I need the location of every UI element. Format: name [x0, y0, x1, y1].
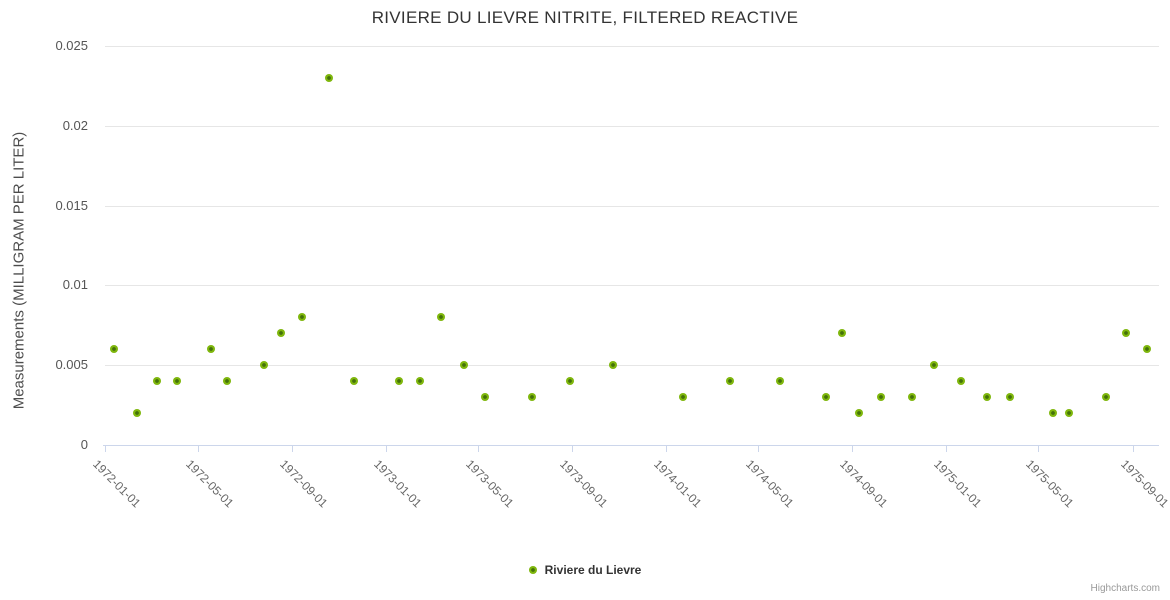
y-gridline	[105, 46, 1159, 47]
y-axis-tick-label: 0.02	[62, 118, 88, 133]
x-axis-tick	[572, 446, 573, 452]
data-point[interactable]	[350, 377, 358, 385]
data-point[interactable]	[133, 409, 141, 417]
data-point[interactable]	[609, 361, 617, 369]
data-point[interactable]	[855, 409, 863, 417]
y-axis-tick-label: 0.015	[55, 198, 88, 213]
x-axis-tick	[852, 446, 853, 452]
x-axis-tick-label: 1973-01-01	[371, 457, 425, 511]
data-point[interactable]	[1143, 345, 1151, 353]
x-axis-tick-label: 1974-09-01	[837, 457, 891, 511]
data-point[interactable]	[679, 393, 687, 401]
data-point[interactable]	[838, 329, 846, 337]
data-point[interactable]	[1102, 393, 1110, 401]
data-point[interactable]	[726, 377, 734, 385]
x-axis-tick-label: 1975-01-01	[931, 457, 985, 511]
data-point[interactable]	[223, 377, 231, 385]
data-point[interactable]	[481, 393, 489, 401]
x-axis-tick-label: 1975-05-01	[1023, 457, 1077, 511]
y-axis-tick-label: 0.025	[55, 38, 88, 53]
data-point[interactable]	[957, 377, 965, 385]
x-axis-tick-label: 1972-09-01	[277, 457, 331, 511]
x-axis-tick-label: 1972-01-01	[90, 457, 144, 511]
data-point[interactable]	[437, 313, 445, 321]
x-axis-tick	[1133, 446, 1134, 452]
data-point[interactable]	[983, 393, 991, 401]
data-point[interactable]	[1122, 329, 1130, 337]
data-point[interactable]	[776, 377, 784, 385]
legend-marker-icon	[528, 566, 537, 574]
data-point[interactable]	[298, 313, 306, 321]
y-gridline	[105, 285, 1159, 286]
x-axis-tick	[666, 446, 667, 452]
y-axis-tick-label: 0	[80, 437, 88, 452]
data-point[interactable]	[528, 393, 536, 401]
chart-title: RIVIERE DU LIEVRE NITRITE, FILTERED REAC…	[371, 8, 799, 27]
x-axis-tick-label: 1972-05-01	[183, 457, 237, 511]
data-point[interactable]	[1065, 409, 1073, 417]
credits-link[interactable]: Highcharts.com	[1090, 583, 1160, 594]
data-point[interactable]	[460, 361, 468, 369]
data-point[interactable]	[325, 74, 333, 82]
data-point[interactable]	[207, 345, 215, 353]
data-point[interactable]	[822, 393, 830, 401]
x-axis-tick-label: 1975-09-01	[1118, 457, 1170, 511]
x-axis-tick-label: 1973-09-01	[557, 457, 611, 511]
data-point[interactable]	[930, 361, 938, 369]
data-point[interactable]	[260, 361, 268, 369]
x-axis-tick	[946, 446, 947, 452]
x-axis-tick	[1038, 446, 1039, 452]
x-axis-tick	[105, 446, 106, 452]
data-point[interactable]	[877, 393, 885, 401]
legend-label: Riviere du Lievre	[544, 563, 642, 577]
y-gridline	[105, 206, 1159, 207]
y-gridline	[105, 365, 1159, 366]
data-point[interactable]	[1006, 393, 1014, 401]
x-axis-tick	[198, 446, 199, 452]
data-point[interactable]	[277, 329, 285, 337]
x-axis-tick	[758, 446, 759, 452]
data-point[interactable]	[416, 377, 424, 385]
x-axis-tick-label: 1974-01-01	[651, 457, 705, 511]
x-axis-tick	[292, 446, 293, 452]
x-axis-tick-label: 1974-05-01	[743, 457, 797, 511]
x-axis-line	[103, 445, 1159, 446]
data-point[interactable]	[395, 377, 403, 385]
data-point[interactable]	[908, 393, 916, 401]
data-point[interactable]	[1049, 409, 1057, 417]
legend[interactable]: Riviere du Lievre	[0, 563, 1170, 577]
y-axis-tick-label: 0.01	[62, 277, 88, 292]
x-axis-tick	[478, 446, 479, 452]
data-point[interactable]	[153, 377, 161, 385]
data-point[interactable]	[566, 377, 574, 385]
x-axis-tick-label: 1973-05-01	[463, 457, 517, 511]
data-point[interactable]	[173, 377, 181, 385]
data-point[interactable]	[110, 345, 118, 353]
y-axis-tick-label: 0.005	[55, 357, 88, 372]
x-axis-tick	[386, 446, 387, 452]
y-gridline	[105, 126, 1159, 127]
